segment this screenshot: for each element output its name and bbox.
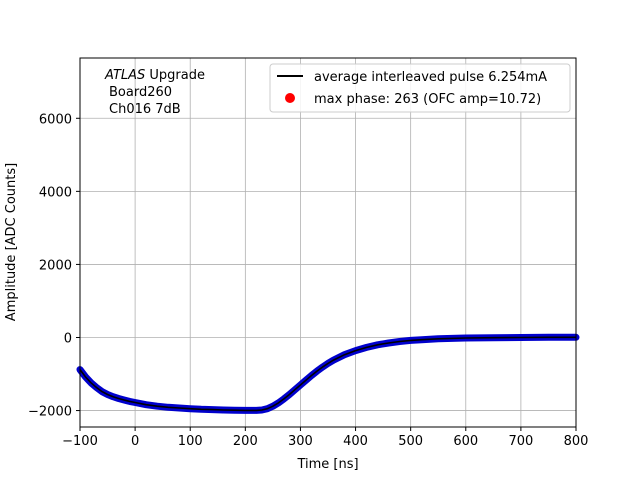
annotation-channel: Ch016 7dB xyxy=(109,102,181,117)
legend: average interleaved pulse 6.254mA max ph… xyxy=(269,63,571,113)
y-tick-label: 6000 xyxy=(39,112,72,127)
grid xyxy=(80,58,576,427)
x-tick-label: 300 xyxy=(288,434,313,449)
atlas-annotation: ATLAS Upgrade Board260 Ch016 7dB xyxy=(104,68,205,117)
x-tick-label: 100 xyxy=(178,434,203,449)
average-pulse-line xyxy=(79,336,576,412)
annotation-upgrade: Upgrade xyxy=(145,68,205,83)
x-tick-label: 0 xyxy=(131,434,139,449)
annotation-atlas: ATLAS xyxy=(104,68,145,83)
data-layer xyxy=(76,333,580,414)
x-axis-label: Time [ns] xyxy=(296,457,358,472)
plot-frame xyxy=(79,57,577,428)
annotation-line-1: ATLAS Upgrade xyxy=(104,68,205,83)
y-tick-label: 2000 xyxy=(39,258,72,273)
ticks: −100 0 100 200 300 400 500 600 700 800 −2000 0 2000 4… xyxy=(28,112,588,449)
legend-marker-swatch xyxy=(285,93,295,103)
x-tick-label: −100 xyxy=(62,434,98,449)
y-tick-label: 4000 xyxy=(39,185,72,200)
y-axis-label: Amplitude [ADC Counts] xyxy=(4,163,19,321)
x-tick-label: 800 xyxy=(564,434,589,449)
legend-entry-pulse: average interleaved pulse 6.254mA xyxy=(314,70,547,85)
y-tick-label: −2000 xyxy=(28,405,72,420)
x-tick-label: 400 xyxy=(343,434,368,449)
x-tick-label: 700 xyxy=(508,434,533,449)
y-tick-label: 0 xyxy=(64,331,72,346)
annotation-board: Board260 xyxy=(109,85,172,100)
x-tick-label: 600 xyxy=(453,434,478,449)
legend-box xyxy=(269,63,571,113)
x-tick-label: 200 xyxy=(233,434,258,449)
x-tick-label: 500 xyxy=(398,434,423,449)
legend-entry-max-phase: max phase: 263 (OFC amp=10.72) xyxy=(314,92,541,107)
